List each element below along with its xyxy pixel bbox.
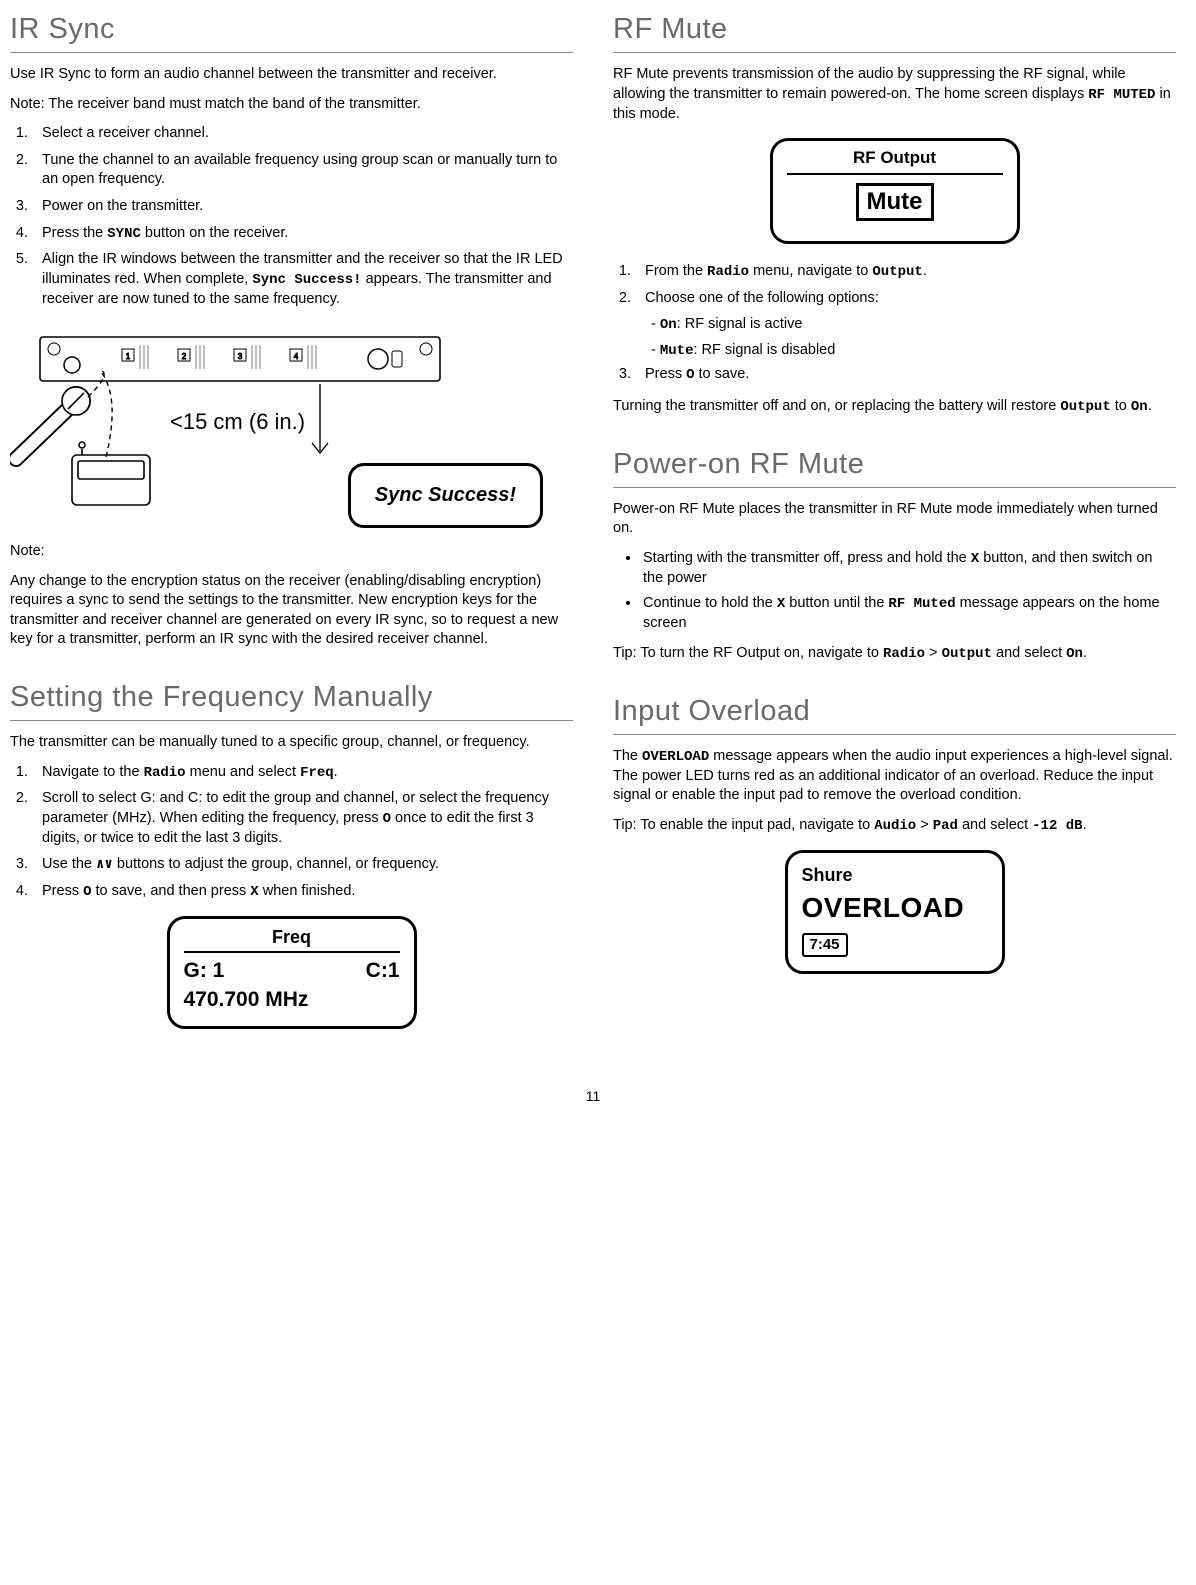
irsync-step-2: Tune the channel to an available frequen… bbox=[32, 151, 573, 190]
svg-text:2: 2 bbox=[182, 352, 187, 361]
irsync-note-band: Note: The receiver band must match the b… bbox=[10, 95, 573, 115]
irsync-step-4: Press the SYNC button on the receiver. bbox=[32, 224, 573, 244]
sync-success-lcd: Sync Success! bbox=[348, 463, 543, 528]
rfmute-opt-on: On: RF signal is active bbox=[649, 315, 1176, 335]
freq-intro: The transmitter can be manually tuned to… bbox=[10, 733, 573, 753]
freq-steps: Navigate to the Radio menu and select Fr… bbox=[10, 763, 573, 903]
rfmute-steps: From the Radio menu, navigate to Output.… bbox=[613, 262, 1176, 308]
section-poweron-rfmute: Power-on RF Mute Power-on RF Mute places… bbox=[613, 445, 1176, 664]
overload-intro: The OVERLOAD message appears when the au… bbox=[613, 747, 1176, 806]
rfmute-opt-mute: Mute: RF signal is disabled bbox=[649, 341, 1176, 361]
section-freq: Setting the Frequency Manually The trans… bbox=[10, 678, 573, 1029]
heading-ir-sync: IR Sync bbox=[10, 10, 573, 53]
freq-lcd: Freq G: 1 C:1 470.700 MHz bbox=[167, 916, 417, 1029]
poweron-tip: Tip: To turn the RF Output on, navigate … bbox=[613, 644, 1176, 664]
overload-lcd-brand: Shure bbox=[802, 863, 988, 887]
freq-lcd-channel: C:1 bbox=[366, 957, 400, 985]
poweron-bullet-1: Starting with the transmitter off, press… bbox=[641, 549, 1176, 588]
svg-text:1: 1 bbox=[126, 352, 131, 361]
left-column: IR Sync Use IR Sync to form an audio cha… bbox=[10, 10, 573, 1057]
freq-step-3: Use the ∧∨ buttons to adjust the group, … bbox=[32, 855, 573, 875]
heading-overload: Input Overload bbox=[613, 692, 1176, 735]
freq-step-1: Navigate to the Radio menu and select Fr… bbox=[32, 763, 573, 783]
freq-lcd-mhz: 470.700 MHz bbox=[184, 986, 400, 1014]
rfmute-lcd-box: Mute bbox=[856, 183, 934, 221]
freq-step-2: Scroll to select G: and C: to edit the g… bbox=[32, 789, 573, 848]
section-rfmute: RF Mute RF Mute prevents transmission of… bbox=[613, 10, 1176, 417]
freq-lcd-group: G: 1 bbox=[184, 957, 225, 985]
overload-lcd-time: 7:45 bbox=[802, 933, 848, 957]
heading-poweron-rfmute: Power-on RF Mute bbox=[613, 445, 1176, 488]
page-number: 11 bbox=[10, 1087, 1176, 1106]
rfmute-step-1: From the Radio menu, navigate to Output. bbox=[635, 262, 1176, 282]
irsync-intro: Use IR Sync to form an audio channel bet… bbox=[10, 65, 573, 85]
rfmute-restore: Turning the transmitter off and on, or r… bbox=[613, 397, 1176, 417]
freq-lcd-header: Freq bbox=[184, 925, 400, 953]
sync-success-label: Sync Success! bbox=[252, 272, 361, 288]
rfmute-intro: RF Mute prevents transmission of the aud… bbox=[613, 65, 1176, 124]
heading-rfmute: RF Mute bbox=[613, 10, 1176, 53]
rfmute-options: On: RF signal is active Mute: RF signal … bbox=[613, 315, 1176, 361]
rfmute-step-2: Choose one of the following options: bbox=[635, 289, 1176, 309]
right-column: RF Mute RF Mute prevents transmission of… bbox=[613, 10, 1176, 1057]
note-label: Note: bbox=[10, 542, 573, 562]
rfmute-step-3: Press O to save. bbox=[635, 365, 1176, 385]
two-column-layout: IR Sync Use IR Sync to form an audio cha… bbox=[10, 10, 1176, 1057]
poweron-bullets: Starting with the transmitter off, press… bbox=[613, 549, 1176, 634]
heading-freq: Setting the Frequency Manually bbox=[10, 678, 573, 721]
poweron-intro: Power-on RF Mute places the transmitter … bbox=[613, 500, 1176, 539]
rfmute-lcd: RF Output Mute bbox=[770, 138, 1020, 244]
irsync-step-3: Power on the transmitter. bbox=[32, 197, 573, 217]
svg-text:3: 3 bbox=[238, 352, 243, 361]
rfmute-lcd-header: RF Output bbox=[787, 147, 1003, 175]
irsync-steps: Select a receiver channel. Tune the chan… bbox=[10, 124, 573, 309]
svg-text:4: 4 bbox=[294, 352, 299, 361]
sync-button-label: SYNC bbox=[107, 226, 141, 242]
freq-step-4: Press O to save, and then press X when f… bbox=[32, 882, 573, 902]
irsync-step-5: Align the IR windows between the transmi… bbox=[32, 250, 573, 309]
section-overload: Input Overload The OVERLOAD message appe… bbox=[613, 692, 1176, 974]
rfmute-steps-cont: Press O to save. bbox=[613, 365, 1176, 385]
overload-tip: Tip: To enable the input pad, navigate t… bbox=[613, 816, 1176, 836]
irsync-step-1: Select a receiver channel. bbox=[32, 124, 573, 144]
poweron-bullet-2: Continue to hold the X button until the … bbox=[641, 594, 1176, 633]
overload-lcd-msg: OVERLOAD bbox=[802, 889, 988, 927]
overload-lcd: Shure OVERLOAD 7:45 bbox=[785, 850, 1005, 974]
section-ir-sync: IR Sync Use IR Sync to form an audio cha… bbox=[10, 10, 573, 650]
sync-diagram: 1 2 3 4 bbox=[10, 329, 573, 528]
sync-distance-text: <15 cm (6 in.) bbox=[170, 409, 305, 434]
encryption-note: Any change to the encryption status on t… bbox=[10, 572, 573, 650]
